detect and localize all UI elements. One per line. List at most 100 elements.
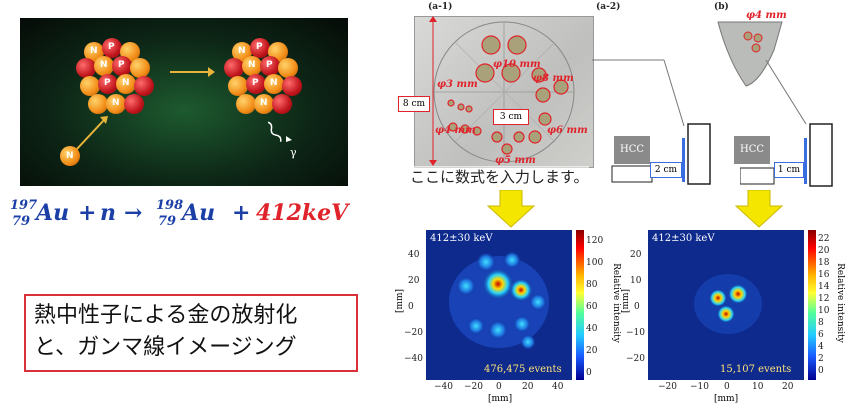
hcc-box-b: HCC bbox=[734, 136, 770, 164]
gamma-image-left: 412±30 keV 476,475 events bbox=[426, 230, 572, 380]
equation-placeholder-text[interactable]: ここに数式を入力します。 bbox=[410, 166, 589, 187]
xtick: −20 bbox=[658, 382, 677, 392]
cbar-tick: 100 bbox=[586, 258, 604, 268]
cbar-tick: 4 bbox=[818, 342, 824, 352]
cbar-tick: 18 bbox=[818, 258, 830, 268]
setup-diagram-a2 bbox=[592, 59, 711, 185]
colorbar-ticks-right: 22 20 18 16 14 12 10 8 6 4 2 0 bbox=[818, 234, 836, 384]
hcc-label-b: HCC bbox=[739, 144, 765, 155]
phi8-label: φ8 mm bbox=[533, 73, 574, 84]
ylabel-left: [mm] bbox=[395, 288, 406, 314]
colorbar-right bbox=[808, 230, 816, 380]
phantom-photo: φ10 mm φ8 mm φ3 mm φ4 mm φ6 mm φ5 mm 3 c… bbox=[414, 16, 594, 168]
xtick: −40 bbox=[434, 382, 453, 392]
au197-atomic-number: 79 bbox=[12, 214, 31, 229]
neutron-label: N bbox=[66, 151, 74, 161]
incoming-neutron-arrow-icon bbox=[75, 116, 108, 151]
cbar-tick: 8 bbox=[818, 318, 824, 328]
distance-b-box: 1 cm bbox=[774, 162, 804, 178]
event-count-right: 15,107 events bbox=[720, 364, 792, 375]
xtick: −20 bbox=[464, 382, 483, 392]
neutron-icon bbox=[60, 146, 80, 166]
cbar-tick: 80 bbox=[586, 280, 598, 290]
ytick: 0 bbox=[634, 302, 640, 312]
down-arrow-left-icon bbox=[486, 190, 536, 228]
cbar-tick: 10 bbox=[818, 306, 830, 316]
width-label-box: 3 cm bbox=[493, 109, 529, 125]
down-arrow-right-icon bbox=[734, 190, 784, 228]
ytick: 0 bbox=[408, 302, 414, 312]
setup-diagram-b bbox=[740, 60, 833, 187]
cbar-tick: 6 bbox=[818, 330, 824, 340]
cbar-tick: 120 bbox=[586, 236, 604, 246]
gamma-label: γ bbox=[290, 146, 297, 159]
cbar-tick: 12 bbox=[818, 294, 830, 304]
ytick: 40 bbox=[408, 250, 420, 260]
cbar-tick: 20 bbox=[586, 346, 598, 356]
gold-nucleus-before: N P N P P N N bbox=[76, 38, 162, 124]
neutron-capture-illustration: N P N P P N N N P N P P N N bbox=[20, 18, 348, 186]
xlabel-left: [mm] bbox=[488, 394, 513, 404]
phi4-label: φ4 mm bbox=[435, 125, 476, 136]
hcc-label-a: HCC bbox=[619, 144, 645, 155]
distance-b-label: 1 cm bbox=[777, 165, 801, 175]
phi5-label: φ5 mm bbox=[495, 155, 536, 166]
phi10-label: φ10 mm bbox=[493, 59, 541, 70]
ytick: 20 bbox=[630, 250, 642, 260]
cbar-tick: 14 bbox=[818, 282, 830, 292]
ytick: −20 bbox=[404, 328, 423, 338]
event-count-left: 476,475 events bbox=[484, 364, 562, 375]
panel-a2-label: (a-2) bbox=[596, 2, 621, 12]
nuclear-reaction-equation: 197 79 Au + n → 198 79 Au + 412keV bbox=[10, 196, 390, 236]
ytick: −20 bbox=[626, 354, 645, 364]
cbar-tick: 0 bbox=[818, 366, 824, 376]
height-label-box: 8 cm bbox=[398, 96, 430, 112]
colorbar-left bbox=[576, 230, 584, 380]
ytick: −10 bbox=[626, 328, 645, 338]
energy-window-label-left: 412±30 keV bbox=[430, 233, 493, 244]
width-label: 3 cm bbox=[499, 112, 523, 122]
xtick: 0 bbox=[496, 382, 502, 392]
gold-nucleus-after: N P N P P N N bbox=[224, 38, 310, 124]
colorbar-ticks-left: 120 100 80 60 40 20 0 bbox=[586, 236, 606, 386]
ylabel-right: [mm] bbox=[621, 288, 632, 314]
xlabel-right: [mm] bbox=[714, 394, 739, 404]
ytick: 10 bbox=[630, 276, 642, 286]
energy-value: 412keV bbox=[256, 200, 349, 226]
panel-a1-label: (a-1) bbox=[428, 2, 453, 12]
height-label: 8 cm bbox=[402, 99, 426, 109]
transition-arrow-icon bbox=[170, 67, 215, 77]
cbar-tick: 0 bbox=[586, 368, 592, 378]
au-symbol-product: Au bbox=[182, 200, 216, 226]
xticks-right: −20 −10 0 10 20 bbox=[648, 382, 804, 394]
neutron-symbol: n bbox=[100, 200, 116, 226]
arrow-symbol: → bbox=[124, 200, 143, 226]
cbar-tick: 60 bbox=[586, 302, 598, 312]
height-arrow-icon bbox=[429, 16, 437, 166]
energy-window-label-right: 412±30 keV bbox=[652, 233, 715, 244]
au-symbol: Au bbox=[36, 200, 70, 226]
phi6-label: φ6 mm bbox=[547, 125, 588, 136]
xticks-left: −40 −20 0 20 40 bbox=[426, 382, 572, 394]
xtick: −10 bbox=[690, 382, 709, 392]
colorbar-label-right: Relative intensity bbox=[835, 263, 845, 343]
distance-a-box: 2 cm bbox=[650, 162, 682, 178]
phi3-label: φ3 mm bbox=[437, 79, 478, 90]
gamma-image-right: 412±30 keV 15,107 events bbox=[648, 230, 804, 380]
cbar-tick: 40 bbox=[586, 324, 598, 334]
ytick: 20 bbox=[408, 276, 420, 286]
xtick: 0 bbox=[724, 382, 730, 392]
xtick: 20 bbox=[522, 382, 534, 392]
plus-sign-2: + bbox=[232, 200, 251, 226]
panel-b-label: (b) bbox=[714, 2, 729, 12]
title-line-1: 熱中性子による金の放射化 bbox=[34, 303, 298, 328]
ytick: −40 bbox=[404, 354, 423, 364]
au198-atomic-number: 79 bbox=[158, 214, 177, 229]
title-box: 熱中性子による金の放射化 と、ガンマ線イメージング bbox=[24, 294, 358, 372]
hcc-box-a: HCC bbox=[614, 136, 650, 164]
cbar-tick: 16 bbox=[818, 270, 830, 280]
xtick: 20 bbox=[782, 382, 794, 392]
leaf-phantom-b bbox=[717, 21, 783, 87]
plus-sign: + bbox=[78, 200, 97, 226]
title-line-2: と、ガンマ線イメージング bbox=[34, 335, 297, 360]
